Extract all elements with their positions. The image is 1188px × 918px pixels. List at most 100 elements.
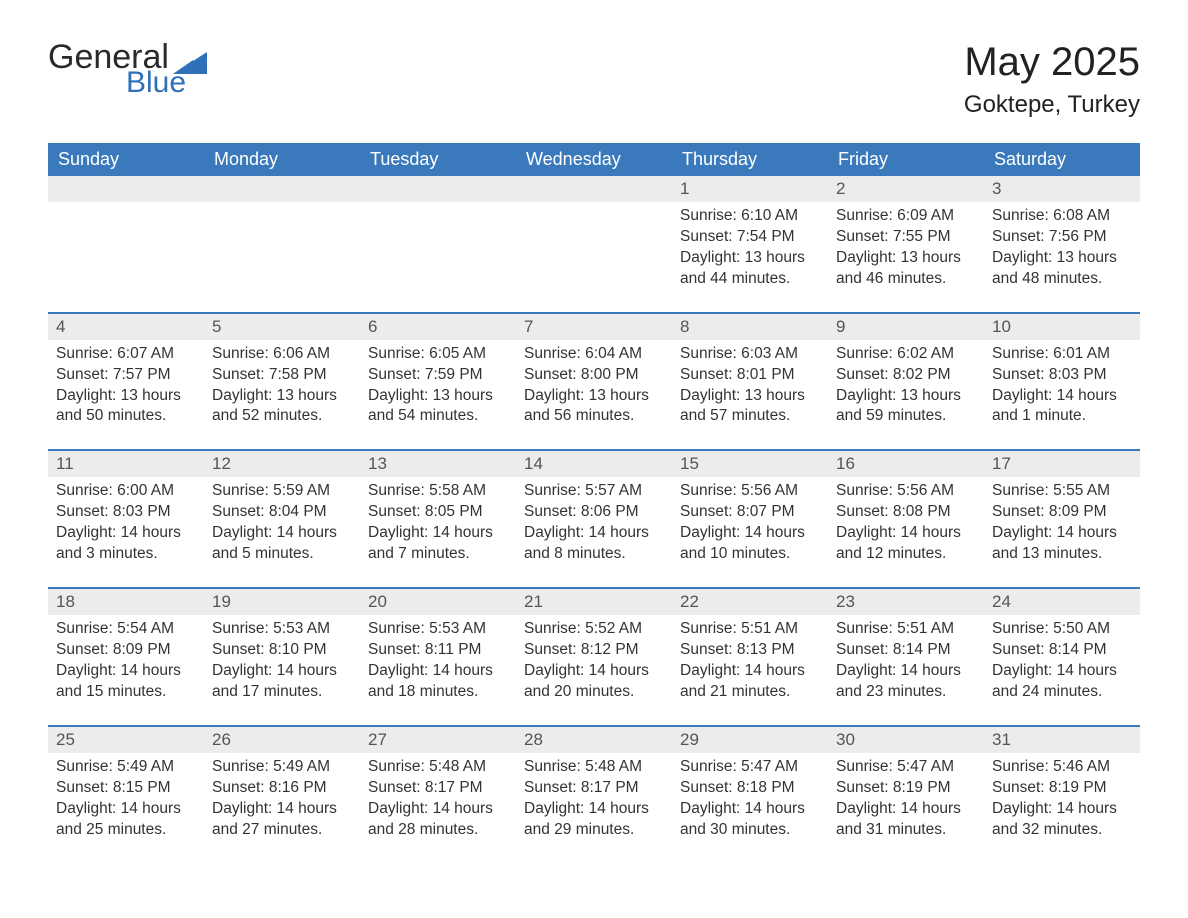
- daylight-line: Daylight: 14 hours and 10 minutes.: [680, 523, 820, 565]
- daynum-bar: 16: [828, 449, 984, 477]
- daylight-line: Daylight: 13 hours and 50 minutes.: [56, 386, 196, 428]
- calendar-day-cell: 19Sunrise: 5:53 AMSunset: 8:10 PMDayligh…: [204, 587, 360, 725]
- daynum-bar: 18: [48, 587, 204, 615]
- weekday-header: Monday: [204, 143, 360, 176]
- calendar-day-cell: 17Sunrise: 5:55 AMSunset: 8:09 PMDayligh…: [984, 449, 1140, 587]
- daylight-line: Daylight: 14 hours and 24 minutes.: [992, 661, 1132, 703]
- sunrise-line: Sunrise: 6:10 AM: [680, 206, 820, 227]
- sunset-line: Sunset: 8:19 PM: [836, 778, 976, 799]
- sunset-line: Sunset: 8:04 PM: [212, 502, 352, 523]
- daynum-bar: 4: [48, 312, 204, 340]
- calendar-day-cell: 10Sunrise: 6:01 AMSunset: 8:03 PMDayligh…: [984, 312, 1140, 450]
- weekday-header: Saturday: [984, 143, 1140, 176]
- calendar-week-row: 4Sunrise: 6:07 AMSunset: 7:57 PMDaylight…: [48, 312, 1140, 450]
- day-body: Sunrise: 5:50 AMSunset: 8:14 PMDaylight:…: [984, 615, 1140, 703]
- weekday-header-row: SundayMondayTuesdayWednesdayThursdayFrid…: [48, 143, 1140, 176]
- daynum-bar: 30: [828, 725, 984, 753]
- day-body: Sunrise: 6:09 AMSunset: 7:55 PMDaylight:…: [828, 202, 984, 290]
- sunrise-line: Sunrise: 5:48 AM: [524, 757, 664, 778]
- day-body: Sunrise: 6:08 AMSunset: 7:56 PMDaylight:…: [984, 202, 1140, 290]
- sunset-line: Sunset: 8:16 PM: [212, 778, 352, 799]
- calendar-week-row: 1Sunrise: 6:10 AMSunset: 7:54 PMDaylight…: [48, 176, 1140, 312]
- calendar-day-cell: 30Sunrise: 5:47 AMSunset: 8:19 PMDayligh…: [828, 725, 984, 863]
- sunrise-line: Sunrise: 5:53 AM: [368, 619, 508, 640]
- sunrise-line: Sunrise: 5:49 AM: [212, 757, 352, 778]
- calendar-day-cell: 28Sunrise: 5:48 AMSunset: 8:17 PMDayligh…: [516, 725, 672, 863]
- sunset-line: Sunset: 8:07 PM: [680, 502, 820, 523]
- daylight-line: Daylight: 14 hours and 13 minutes.: [992, 523, 1132, 565]
- daylight-line: Daylight: 14 hours and 17 minutes.: [212, 661, 352, 703]
- day-body: Sunrise: 6:00 AMSunset: 8:03 PMDaylight:…: [48, 477, 204, 565]
- calendar-day-cell: 9Sunrise: 6:02 AMSunset: 8:02 PMDaylight…: [828, 312, 984, 450]
- sunrise-line: Sunrise: 6:01 AM: [992, 344, 1132, 365]
- day-body: Sunrise: 5:57 AMSunset: 8:06 PMDaylight:…: [516, 477, 672, 565]
- calendar-day-cell: 29Sunrise: 5:47 AMSunset: 8:18 PMDayligh…: [672, 725, 828, 863]
- daynum-bar: 1: [672, 176, 828, 202]
- day-body: Sunrise: 5:48 AMSunset: 8:17 PMDaylight:…: [516, 753, 672, 841]
- daynum-bar: 29: [672, 725, 828, 753]
- calendar-day-cell: 27Sunrise: 5:48 AMSunset: 8:17 PMDayligh…: [360, 725, 516, 863]
- sunrise-line: Sunrise: 6:00 AM: [56, 481, 196, 502]
- sunrise-line: Sunrise: 5:54 AM: [56, 619, 196, 640]
- daynum-bar: 7: [516, 312, 672, 340]
- calendar-day-cell: 18Sunrise: 5:54 AMSunset: 8:09 PMDayligh…: [48, 587, 204, 725]
- calendar-table: SundayMondayTuesdayWednesdayThursdayFrid…: [48, 143, 1140, 862]
- sunrise-line: Sunrise: 5:51 AM: [836, 619, 976, 640]
- calendar-week-row: 18Sunrise: 5:54 AMSunset: 8:09 PMDayligh…: [48, 587, 1140, 725]
- calendar-day-cell: 6Sunrise: 6:05 AMSunset: 7:59 PMDaylight…: [360, 312, 516, 450]
- calendar-day-cell: 11Sunrise: 6:00 AMSunset: 8:03 PMDayligh…: [48, 449, 204, 587]
- daynum-bar: 9: [828, 312, 984, 340]
- daylight-line: Daylight: 14 hours and 20 minutes.: [524, 661, 664, 703]
- calendar-day-cell: 20Sunrise: 5:53 AMSunset: 8:11 PMDayligh…: [360, 587, 516, 725]
- month-title: May 2025: [964, 40, 1140, 85]
- calendar-empty-cell: [48, 176, 204, 312]
- sunrise-line: Sunrise: 5:47 AM: [836, 757, 976, 778]
- sunset-line: Sunset: 7:57 PM: [56, 365, 196, 386]
- daylight-line: Daylight: 14 hours and 30 minutes.: [680, 799, 820, 841]
- daylight-line: Daylight: 14 hours and 5 minutes.: [212, 523, 352, 565]
- day-body: Sunrise: 6:10 AMSunset: 7:54 PMDaylight:…: [672, 202, 828, 290]
- sunrise-line: Sunrise: 5:56 AM: [836, 481, 976, 502]
- weekday-header: Thursday: [672, 143, 828, 176]
- day-body: Sunrise: 5:58 AMSunset: 8:05 PMDaylight:…: [360, 477, 516, 565]
- sunset-line: Sunset: 7:54 PM: [680, 227, 820, 248]
- sunrise-line: Sunrise: 6:08 AM: [992, 206, 1132, 227]
- day-body: Sunrise: 5:52 AMSunset: 8:12 PMDaylight:…: [516, 615, 672, 703]
- weekday-header: Tuesday: [360, 143, 516, 176]
- sunset-line: Sunset: 8:13 PM: [680, 640, 820, 661]
- sunrise-line: Sunrise: 5:56 AM: [680, 481, 820, 502]
- sunrise-line: Sunrise: 5:55 AM: [992, 481, 1132, 502]
- sunset-line: Sunset: 7:55 PM: [836, 227, 976, 248]
- daylight-line: Daylight: 14 hours and 32 minutes.: [992, 799, 1132, 841]
- daynum-bar: 27: [360, 725, 516, 753]
- sunrise-line: Sunrise: 6:07 AM: [56, 344, 196, 365]
- daylight-line: Daylight: 14 hours and 12 minutes.: [836, 523, 976, 565]
- sunrise-line: Sunrise: 6:05 AM: [368, 344, 508, 365]
- daylight-line: Daylight: 13 hours and 56 minutes.: [524, 386, 664, 428]
- weekday-header: Friday: [828, 143, 984, 176]
- calendar-day-cell: 1Sunrise: 6:10 AMSunset: 7:54 PMDaylight…: [672, 176, 828, 312]
- calendar-week-row: 25Sunrise: 5:49 AMSunset: 8:15 PMDayligh…: [48, 725, 1140, 863]
- sunset-line: Sunset: 8:06 PM: [524, 502, 664, 523]
- sunrise-line: Sunrise: 5:49 AM: [56, 757, 196, 778]
- sunset-line: Sunset: 8:00 PM: [524, 365, 664, 386]
- daylight-line: Daylight: 13 hours and 54 minutes.: [368, 386, 508, 428]
- daylight-line: Daylight: 14 hours and 23 minutes.: [836, 661, 976, 703]
- day-body: Sunrise: 6:03 AMSunset: 8:01 PMDaylight:…: [672, 340, 828, 428]
- sunrise-line: Sunrise: 5:52 AM: [524, 619, 664, 640]
- calendar-day-cell: 22Sunrise: 5:51 AMSunset: 8:13 PMDayligh…: [672, 587, 828, 725]
- daylight-line: Daylight: 13 hours and 48 minutes.: [992, 248, 1132, 290]
- calendar-day-cell: 15Sunrise: 5:56 AMSunset: 8:07 PMDayligh…: [672, 449, 828, 587]
- sunrise-line: Sunrise: 5:51 AM: [680, 619, 820, 640]
- calendar-day-cell: 8Sunrise: 6:03 AMSunset: 8:01 PMDaylight…: [672, 312, 828, 450]
- day-body: Sunrise: 5:46 AMSunset: 8:19 PMDaylight:…: [984, 753, 1140, 841]
- daylight-line: Daylight: 14 hours and 29 minutes.: [524, 799, 664, 841]
- location-subtitle: Goktepe, Turkey: [964, 91, 1140, 119]
- daynum-bar: 10: [984, 312, 1140, 340]
- sunset-line: Sunset: 7:58 PM: [212, 365, 352, 386]
- daynum-bar: 21: [516, 587, 672, 615]
- sunrise-line: Sunrise: 5:50 AM: [992, 619, 1132, 640]
- day-body: Sunrise: 5:47 AMSunset: 8:18 PMDaylight:…: [672, 753, 828, 841]
- day-body: Sunrise: 5:56 AMSunset: 8:07 PMDaylight:…: [672, 477, 828, 565]
- weekday-header: Sunday: [48, 143, 204, 176]
